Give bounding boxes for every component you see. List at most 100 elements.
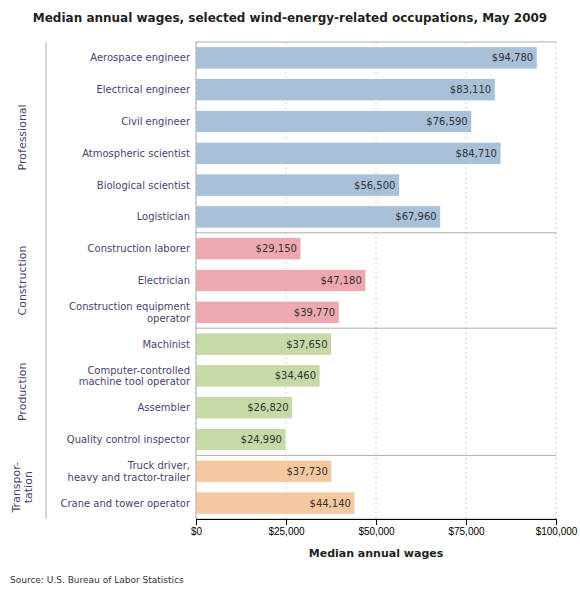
group-label: Transpor-tation xyxy=(10,462,35,514)
text-line: Construction xyxy=(16,245,29,315)
data-label: $37,650 xyxy=(286,339,327,350)
text-line: Production xyxy=(16,363,29,422)
bar xyxy=(196,47,537,69)
bar xyxy=(196,333,332,355)
data-label: $83,110 xyxy=(450,84,491,95)
category-label: Computer-controlledmachine tool operator xyxy=(79,365,191,388)
bar xyxy=(196,301,339,323)
tick: $25,000 xyxy=(268,519,305,537)
data-label: $94,780 xyxy=(492,52,533,63)
text-line: Construction equipment xyxy=(69,301,190,312)
tick-mark xyxy=(556,519,557,525)
left-spine xyxy=(196,42,197,519)
x-axis-title: Median annual wages xyxy=(309,547,444,560)
text-line: Crane and tower operator xyxy=(60,498,190,509)
bar xyxy=(196,365,320,387)
tick-label: $50,000 xyxy=(358,526,395,537)
category-label: Electrical engineer xyxy=(96,84,190,95)
border-line xyxy=(196,42,556,43)
text-line: Biological scientist xyxy=(97,180,190,191)
data-label: $39,770 xyxy=(294,307,335,318)
tick-mark xyxy=(196,519,197,525)
category-label: Machinist xyxy=(142,339,190,350)
category-label: Truck driver,heavy and tractor-trailer xyxy=(68,460,191,483)
bars xyxy=(196,47,537,514)
data-labels: $44,140 $37,730 $24,990 $26,820 $34,460 $37,6… xyxy=(241,52,534,508)
x-axis: $0 $25,000 $50,000 $75,000 $100,000 xyxy=(191,519,578,537)
group-label: Construction xyxy=(16,245,29,315)
title: Median annual wages, selected wind-energ… xyxy=(33,11,547,25)
text-line: Computer-controlled xyxy=(87,365,190,376)
tick-mark xyxy=(286,519,287,525)
group-label: Production xyxy=(16,363,29,422)
category-label: Atmospheric scientist xyxy=(82,148,190,159)
data-label: $29,150 xyxy=(256,243,297,254)
category-label: Quality control inspector xyxy=(67,434,191,445)
category-label: Assembler xyxy=(137,402,190,413)
text-line: heavy and tractor-trailer xyxy=(68,472,191,483)
bar xyxy=(196,492,355,514)
text-line: Transpor- xyxy=(10,462,23,514)
axis-line xyxy=(197,520,557,526)
text-line: Truck driver, xyxy=(127,460,190,471)
text-line: Electrician xyxy=(138,275,190,286)
group-separator xyxy=(196,455,556,456)
category-label: Crane and tower operator xyxy=(60,498,190,509)
group-separator xyxy=(196,328,556,329)
grid-line xyxy=(556,42,557,519)
tick-mark xyxy=(466,519,467,525)
text-line: Aerospace engineer xyxy=(90,52,191,63)
data-label: $56,500 xyxy=(354,180,395,191)
data-label: $67,960 xyxy=(395,211,436,222)
separators xyxy=(196,42,556,519)
data-label: $84,710 xyxy=(456,148,497,159)
bar xyxy=(196,269,366,291)
group-separator xyxy=(196,232,556,233)
data-label: $47,180 xyxy=(320,275,361,286)
data-label: $37,730 xyxy=(286,466,327,477)
category-label: Logistician xyxy=(137,211,190,222)
tick-label: $25,000 xyxy=(268,526,305,537)
tick: $75,000 xyxy=(448,519,485,537)
category-labels: Crane and tower operator Truck driver,hea… xyxy=(60,52,190,508)
bar xyxy=(196,428,286,450)
text-line: tation xyxy=(22,471,35,503)
category-label: Civil engineer xyxy=(121,116,191,127)
text-line: Atmospheric scientist xyxy=(82,148,190,159)
text-line: Assembler xyxy=(137,402,190,413)
data-label: $26,820 xyxy=(247,402,288,413)
bar xyxy=(196,110,472,132)
tick-label: $100,000 xyxy=(536,526,578,537)
text-line: Civil engineer xyxy=(121,116,191,127)
bar xyxy=(196,174,399,196)
source: Source: U.S. Bureau of Labor Statistics xyxy=(10,575,184,585)
bar xyxy=(196,142,501,164)
category-label: Electrician xyxy=(138,275,190,286)
text-line: Machinist xyxy=(142,339,190,350)
plot-area: $44,140 $37,730 $24,990 $26,820 $34,460 $37,6… xyxy=(10,42,578,560)
bar xyxy=(196,79,495,101)
text-line: machine tool operator xyxy=(79,376,191,387)
category-label: Biological scientist xyxy=(97,180,190,191)
chart-svg: Median annual wages, selected wind-energ… xyxy=(0,0,580,591)
data-label: $44,140 xyxy=(310,498,351,509)
grid xyxy=(196,42,556,519)
bar xyxy=(196,397,293,419)
category-label: Construction laborer xyxy=(88,243,191,254)
tick-label: $0 xyxy=(191,526,203,537)
grid-line xyxy=(196,42,197,519)
text-line: Logistician xyxy=(137,211,190,222)
group-labels: Transpor-tationProductionConstructionPro… xyxy=(10,42,46,519)
tick-label: $75,000 xyxy=(448,526,485,537)
data-label: $24,990 xyxy=(241,434,282,445)
data-label: $34,460 xyxy=(275,370,316,381)
tick-mark xyxy=(376,519,377,525)
text-line: operator xyxy=(147,313,191,324)
bar xyxy=(196,460,332,482)
text-line: Quality control inspector xyxy=(67,434,191,445)
category-label: Aerospace engineer xyxy=(90,52,191,63)
text-line: Electrical engineer xyxy=(96,84,190,95)
group-divider xyxy=(46,42,47,519)
category-label: Construction equipmentoperator xyxy=(69,301,191,324)
tick: $50,000 xyxy=(358,519,395,537)
